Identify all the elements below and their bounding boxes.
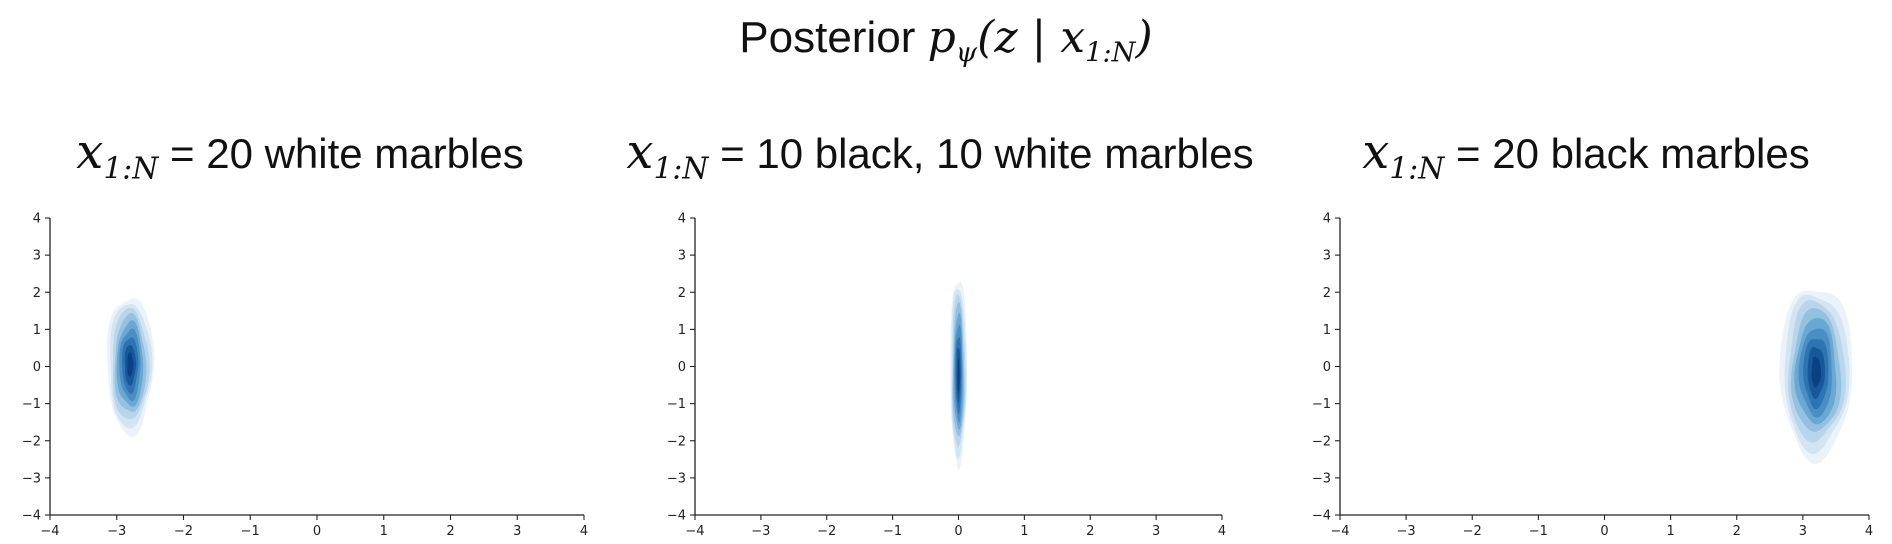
panel-title-1-math: x1:N (76, 124, 158, 186)
x-tick-label: 4 (1865, 524, 1873, 539)
title-math-open: ( (977, 12, 995, 63)
y-tick-label: −2 (667, 434, 686, 449)
panel-title-2-x: x (626, 124, 654, 180)
y-tick-label: 2 (678, 286, 686, 301)
y-tick-label: 0 (678, 360, 686, 375)
y-tick-label: 0 (1323, 360, 1331, 375)
y-tick-label: −1 (667, 397, 686, 412)
y-tick-label: −3 (1312, 471, 1331, 486)
x-tick-label: 1 (1666, 524, 1674, 539)
x-tick-label: 2 (1733, 524, 1741, 539)
panel-title-1: x1:N = 20 white marbles (0, 122, 600, 199)
x-tick-label: 1 (1020, 524, 1028, 539)
x-tick-label: −3 (1397, 524, 1416, 539)
x-tick-label: −1 (1529, 524, 1548, 539)
chart-panel-3: −4 −3 −2 −1 0 1 2 3 4 −4 −3 −2 −1 0 1 2 3 4 (1312, 212, 1873, 540)
x-tick-label: 4 (1218, 524, 1226, 539)
x-tick-label: −2 (174, 524, 193, 539)
y-tick-label: −3 (667, 471, 686, 486)
title-math-close: ) (1135, 12, 1153, 63)
y-tick-label: 2 (1323, 286, 1331, 301)
panel-title-3-text: = 20 black marbles (1444, 130, 1810, 177)
title-math-sub: 1:N (1085, 37, 1136, 69)
density-contour-level-9 (127, 352, 134, 377)
figure-title-text: Posterior (739, 13, 928, 62)
x-tick-label: 1 (380, 524, 388, 539)
x-tick-label: −1 (241, 524, 260, 539)
title-math-psi: ψ (955, 37, 978, 69)
y-tick-label: 4 (33, 212, 41, 227)
y-tick-label: −4 (667, 509, 686, 524)
y-tick-label: −2 (22, 434, 41, 449)
figure-title: Posterior pψ(z | x1:N) (0, 8, 1892, 84)
y-tick-label: −4 (1312, 509, 1331, 524)
chart-panel-2: −4 −3 −2 −1 0 1 2 3 4 −4 −3 −2 −1 0 1 2 3 4 (667, 212, 1226, 540)
x-tick-label: 4 (580, 524, 588, 539)
y-tick-label: 1 (33, 323, 41, 338)
panel-title-2: x1:N = 10 black, 10 white marbles (600, 122, 1280, 199)
x-tick-label: −3 (107, 524, 126, 539)
panel-title-2-text: = 10 black, 10 white marbles (708, 130, 1254, 177)
y-tick-label: −3 (22, 471, 41, 486)
density-contour-level-9 (957, 358, 960, 392)
x-tick-label: 0 (1600, 524, 1608, 539)
x-tick-label: −4 (40, 524, 59, 539)
y-tick-label: 2 (33, 286, 41, 301)
x-tick-label: 3 (1799, 524, 1807, 539)
density-contour-level-9 (1811, 356, 1822, 388)
x-tick-label: −2 (1463, 524, 1482, 539)
x-tick-label: −4 (685, 524, 704, 539)
panel-title-1-x: x (76, 124, 104, 180)
panel-title-2-sub: 1:N (653, 151, 709, 187)
title-math-bar: | (1017, 12, 1061, 63)
panel-title-3: x1:N = 20 black marbles (1280, 122, 1892, 199)
y-tick-label: 1 (1323, 323, 1331, 338)
y-tick-label: −4 (22, 509, 41, 524)
x-tick-label: 0 (313, 524, 321, 539)
y-tick-label: −1 (22, 397, 41, 412)
x-tick-label: 0 (954, 524, 962, 539)
y-tick-label: 3 (33, 249, 41, 264)
title-math-p: p (927, 12, 956, 63)
y-tick-label: −1 (1312, 397, 1331, 412)
title-math-x: x (1060, 12, 1086, 63)
x-tick-label: 2 (1086, 524, 1094, 539)
panel-title-3-math: x1:N (1362, 124, 1444, 186)
panel-title-3-x: x (1362, 124, 1390, 180)
panel-title-3-sub: 1:N (1389, 151, 1445, 187)
y-tick-label: 1 (678, 323, 686, 338)
y-tick-label: 3 (678, 249, 686, 264)
x-tick-label: 2 (446, 524, 454, 539)
x-tick-label: −2 (817, 524, 836, 539)
x-tick-label: −4 (1330, 524, 1349, 539)
chart-panel-1: −4 −3 −2 −1 0 1 2 3 4 −4 −3 −2 −1 0 1 2 3 4 (22, 212, 588, 540)
panel-title-2-math: x1:N (626, 124, 708, 186)
x-tick-label: −3 (751, 524, 770, 539)
x-tick-label: −1 (883, 524, 902, 539)
y-tick-label: 0 (33, 360, 41, 375)
title-math-z: z (994, 12, 1018, 63)
x-tick-label: 3 (1152, 524, 1160, 539)
x-tick-label: 3 (513, 524, 521, 539)
y-tick-label: −2 (1312, 434, 1331, 449)
y-tick-label: 4 (678, 212, 686, 227)
y-tick-label: 3 (1323, 249, 1331, 264)
figure-title-math: pψ(z | x1:N) (927, 12, 1153, 69)
panel-title-1-sub: 1:N (103, 151, 159, 187)
y-tick-label: 4 (1323, 212, 1331, 227)
panel-title-1-text: = 20 white marbles (158, 130, 524, 177)
